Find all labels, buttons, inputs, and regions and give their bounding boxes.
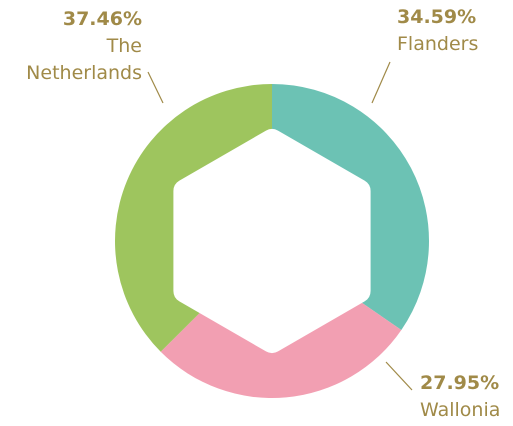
- leader-line: [371, 61, 391, 104]
- value-label: 34.59%: [397, 6, 477, 28]
- donut-hole: [173, 129, 371, 353]
- value-label: 27.95%: [420, 372, 500, 394]
- category-label: Wallonia: [420, 399, 501, 421]
- category-label: Flanders: [397, 33, 479, 55]
- data-label: 34.59% Flanders: [397, 4, 507, 58]
- data-label: 37.46% The Netherlands: [10, 6, 142, 87]
- value-label: 37.46%: [62, 8, 142, 30]
- data-label: 27.95% Wallonia: [420, 370, 510, 424]
- leader-line: [147, 71, 164, 104]
- leader-line: [385, 361, 413, 391]
- category-label: The Netherlands: [26, 35, 142, 84]
